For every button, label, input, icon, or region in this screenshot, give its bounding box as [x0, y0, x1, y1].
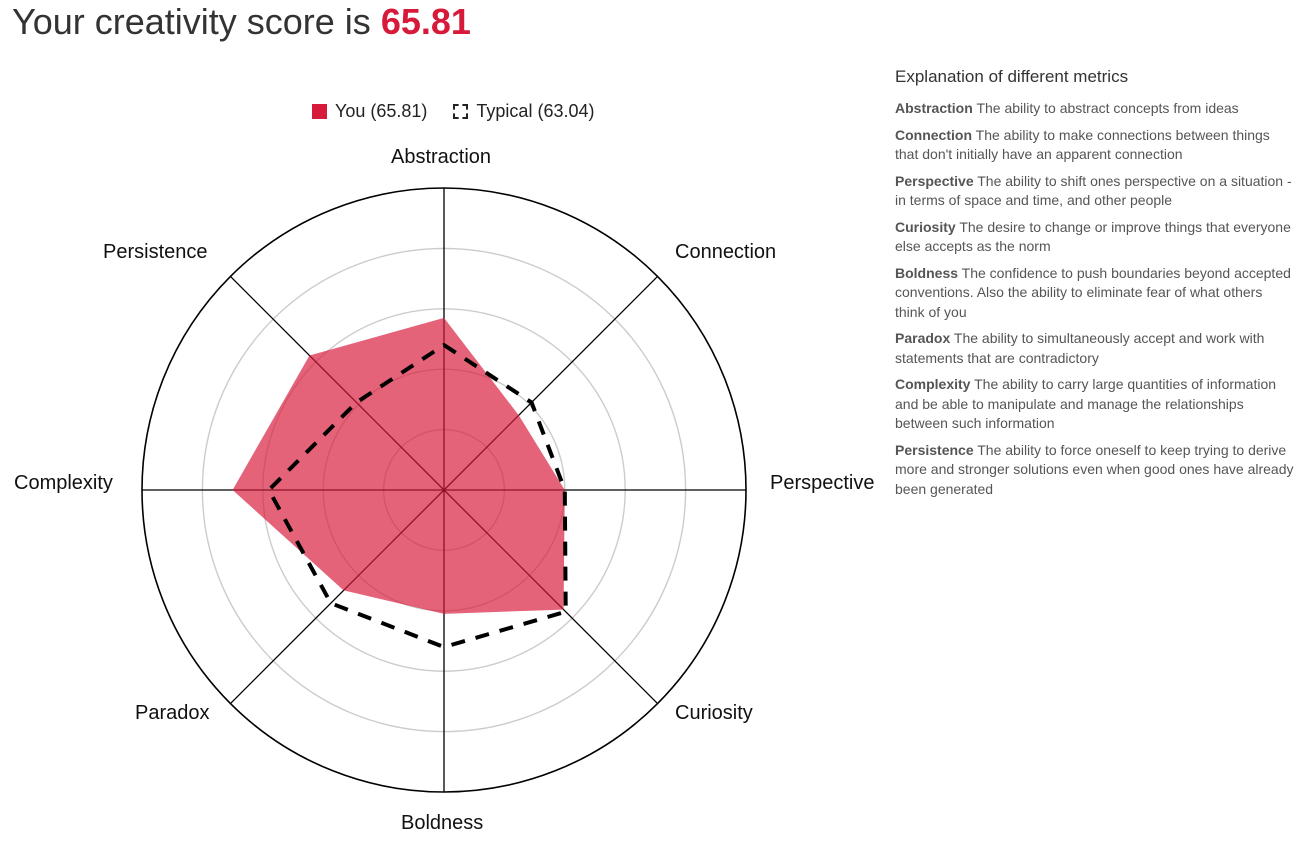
axis-label-perspective: Perspective [770, 472, 875, 494]
metrics-explanation-panel: Explanation of different metrics Abstrac… [895, 66, 1295, 506]
creativity-score: 65.81 [380, 1, 471, 42]
chart-legend: You (65.81) Typical (63.04) [312, 101, 620, 122]
legend-label-you: You (65.81) [335, 101, 428, 121]
axis-label-boldness: Boldness [401, 812, 484, 834]
page-title: Your creativity score is 65.81 [12, 0, 471, 44]
metric-item: Complexity The ability to carry large qu… [895, 375, 1295, 434]
metric-item: Abstraction The ability to abstract conc… [895, 99, 1295, 119]
axis-label-abstraction: Abstraction [391, 146, 492, 168]
series-typical-line [266, 342, 568, 650]
radar-chart: You (65.81) Typical (63.04) Abstraction C… [0, 60, 878, 841]
legend-label-typical: Typical (63.04) [476, 101, 595, 121]
metric-desc: The desire to change or improve things t… [895, 218, 1291, 255]
explanation-title: Explanation of different metrics [895, 67, 1129, 86]
metric-item: Curiosity The desire to change or improv… [895, 218, 1295, 257]
legend-item-you[interactable]: You (65.81) [312, 101, 427, 122]
metric-name: Complexity [895, 376, 971, 392]
axis-label-complexity: Complexity [14, 472, 113, 494]
metric-desc: The ability to simultaneously accept and… [895, 330, 1265, 366]
axis-label-paradox: Paradox [135, 702, 210, 724]
metric-desc: The ability to force oneself to keep try… [895, 441, 1294, 497]
metric-name: Persistence [895, 441, 974, 458]
metric-item: Paradox The ability to simultaneously ac… [895, 329, 1295, 368]
metric-desc: The confidence to push boundaries beyond… [895, 264, 1291, 320]
metric-list: Abstraction The ability to abstract conc… [895, 99, 1295, 499]
metric-name: Curiosity [895, 218, 956, 235]
legend-swatch-typical [453, 104, 469, 119]
metric-name: Connection [895, 126, 972, 143]
metric-item: Perspective The ability to shift ones pe… [895, 172, 1295, 211]
metric-name: Abstraction [895, 100, 973, 116]
title-prefix: Your creativity score is [12, 1, 381, 42]
axis-label-persistence: Persistence [103, 241, 208, 263]
legend-item-typical[interactable]: Typical (63.04) [453, 101, 594, 122]
legend-swatch-you [312, 104, 327, 119]
metric-name: Perspective [895, 172, 974, 189]
metric-name: Paradox [895, 330, 951, 346]
axis-label-connection: Connection [675, 241, 777, 263]
metric-desc: The ability to carry large quantities of… [895, 376, 1277, 431]
metric-item: Connection The ability to make connectio… [895, 126, 1295, 165]
metric-item: Boldness The confidence to push boundari… [895, 264, 1295, 323]
radar-chart-svg [141, 187, 747, 793]
metric-name: Boldness [895, 264, 959, 281]
metric-item: Persistence The ability to force oneself… [895, 441, 1295, 500]
metric-desc: The ability to shift ones perspective on… [895, 172, 1292, 209]
metric-desc: The ability to abstract concepts from id… [976, 100, 1239, 116]
axis-label-curiosity: Curiosity [675, 702, 753, 724]
metric-desc: The ability to make connections between … [895, 126, 1270, 163]
series-you-area [232, 317, 565, 614]
